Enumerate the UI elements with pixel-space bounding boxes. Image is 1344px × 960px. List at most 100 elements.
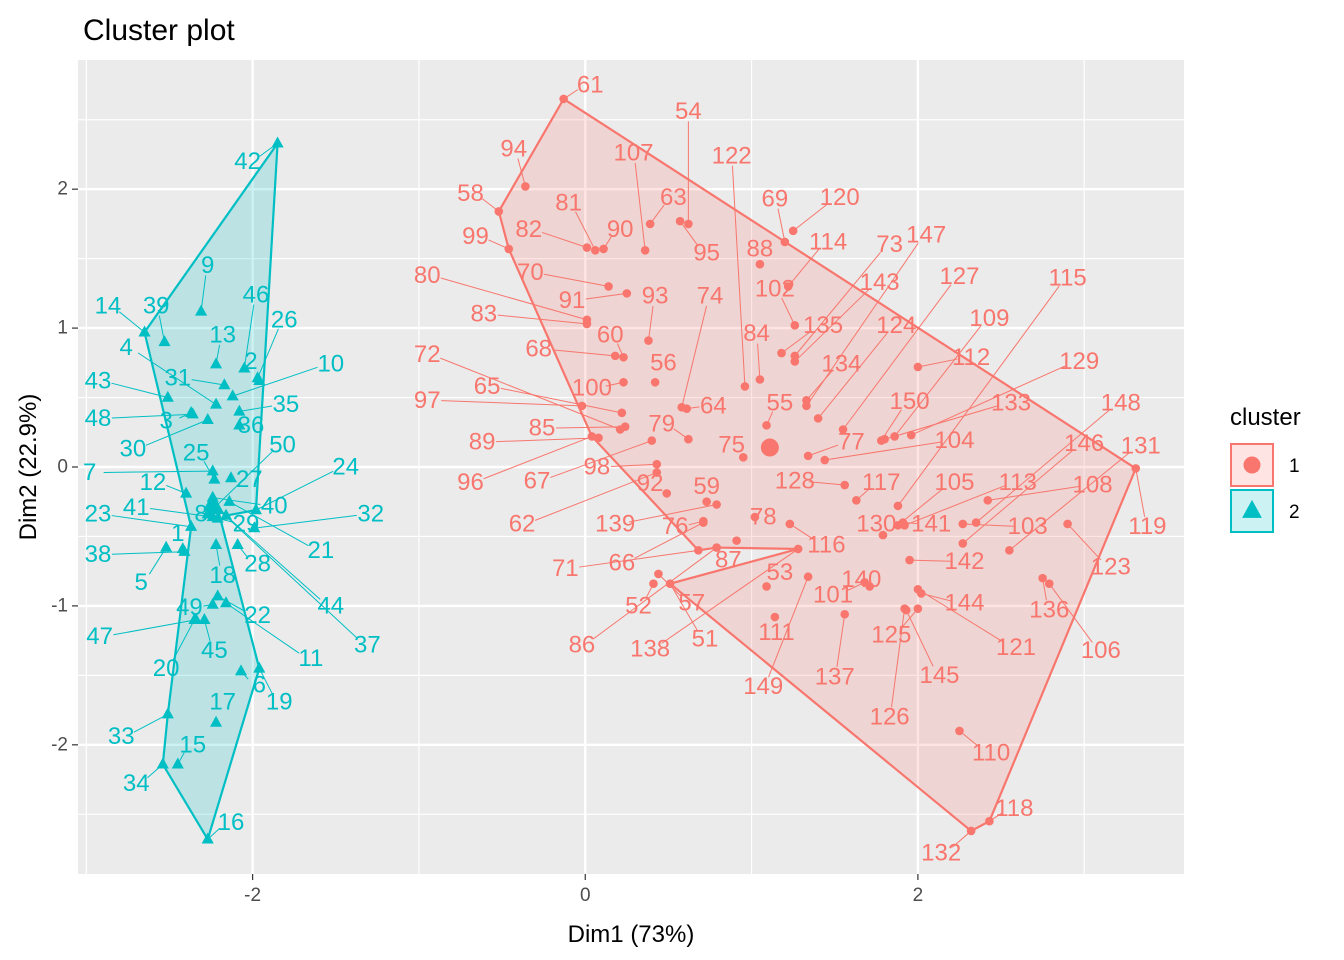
data-points <box>138 94 1141 844</box>
leader-line-113 <box>904 485 1005 526</box>
point-81 <box>590 246 600 255</box>
x-tick-label: 0 <box>580 885 591 906</box>
point-148 <box>971 518 981 527</box>
point-label-52: 52 <box>625 592 652 619</box>
point-label-59: 59 <box>693 473 720 500</box>
leader-line-4 <box>137 352 217 405</box>
leader-line-33 <box>133 713 169 733</box>
point-label-76: 76 <box>662 513 689 540</box>
point-label-5: 5 <box>135 569 148 596</box>
point-128 <box>840 480 850 490</box>
point-label-149: 149 <box>743 673 783 700</box>
point-77 <box>803 451 813 461</box>
leader-line-106 <box>1048 583 1093 643</box>
point-36 <box>233 418 246 430</box>
point-145 <box>901 605 911 615</box>
point-76 <box>699 516 708 526</box>
point-99 <box>504 244 514 254</box>
leader-line-120 <box>792 202 829 232</box>
point-label-23: 23 <box>85 501 112 528</box>
legend: cluster a1a2 <box>1230 404 1301 533</box>
point-label-137: 137 <box>815 663 855 690</box>
point-label-57: 57 <box>678 590 705 617</box>
point-label-53: 53 <box>767 559 794 586</box>
point-labels: 5152535455565758596061626364656667686970… <box>83 72 1167 867</box>
leader-line-85 <box>556 426 626 429</box>
point-38 <box>178 544 191 556</box>
x-axis-title: Dim1 (73%) <box>568 921 695 948</box>
point-label-17: 17 <box>209 688 236 715</box>
point-7 <box>206 464 219 476</box>
leader-line-89 <box>496 437 599 443</box>
point-label-73: 73 <box>876 231 903 258</box>
point-94 <box>521 182 530 191</box>
point-21 <box>223 494 236 506</box>
point-label-120: 120 <box>820 184 860 211</box>
point-label-41: 41 <box>123 494 150 521</box>
point-23 <box>185 519 198 531</box>
point-label-4: 4 <box>120 334 133 361</box>
point-59 <box>702 497 711 507</box>
point-43 <box>161 390 174 402</box>
point-label-143: 143 <box>860 269 900 296</box>
point-label-116: 116 <box>807 531 845 558</box>
point-label-36: 36 <box>238 412 265 439</box>
point-60 <box>619 352 628 362</box>
point-129 <box>906 430 916 440</box>
point-label-66: 66 <box>609 549 636 576</box>
point-142 <box>905 555 914 565</box>
leader-line-96 <box>483 435 593 480</box>
leader-line-20 <box>172 619 195 661</box>
leader-line-44 <box>225 515 321 600</box>
leader-line-65 <box>500 387 622 414</box>
point-label-62: 62 <box>509 510 536 537</box>
point-label-50: 50 <box>269 431 296 458</box>
point-label-26: 26 <box>271 306 298 333</box>
point-label-121: 121 <box>996 634 1036 661</box>
point-16 <box>201 832 214 844</box>
point-label-126: 126 <box>870 704 910 731</box>
point-label-70: 70 <box>517 259 544 286</box>
point-label-78: 78 <box>750 504 777 531</box>
leader-line-51 <box>669 583 698 632</box>
point-122 <box>740 382 750 391</box>
point-label-117: 117 <box>862 469 900 496</box>
leader-line-62 <box>534 472 657 521</box>
point-label-79: 79 <box>648 410 675 437</box>
point-label-47: 47 <box>86 623 113 650</box>
point-label-99: 99 <box>462 223 489 250</box>
point-130 <box>878 530 888 540</box>
leader-line-124 <box>817 332 888 419</box>
point-144 <box>916 589 926 598</box>
point-109 <box>890 432 899 441</box>
legend-marker-1 <box>1243 456 1261 474</box>
point-100 <box>619 377 628 387</box>
point-label-44: 44 <box>317 592 344 619</box>
point-label-69: 69 <box>762 185 789 212</box>
leader-line-41 <box>150 508 213 518</box>
point-124 <box>813 414 823 423</box>
point-108 <box>983 496 993 505</box>
leader-line-122 <box>731 165 746 387</box>
point-123 <box>1063 519 1072 529</box>
leader-line-68 <box>552 349 616 357</box>
point-44 <box>219 508 233 520</box>
point-label-11: 11 <box>298 645 323 672</box>
leader-line-35 <box>239 405 273 412</box>
point-137 <box>840 609 850 619</box>
leader-line-47 <box>113 619 197 636</box>
leader-line-95 <box>679 220 699 246</box>
point-label-85: 85 <box>529 415 556 442</box>
point-28 <box>231 537 244 549</box>
leader-line-135 <box>781 330 812 354</box>
leader-line-138 <box>661 548 799 644</box>
leader-line-40 <box>212 497 261 506</box>
y-tick-label: -2 <box>51 734 68 755</box>
point-71 <box>694 546 703 555</box>
point-label-111: 111 <box>758 619 794 646</box>
point-120 <box>788 226 798 236</box>
point-131 <box>1005 546 1014 555</box>
leader-line-147 <box>806 242 919 407</box>
point-68 <box>610 351 620 361</box>
point-label-40: 40 <box>261 492 288 519</box>
